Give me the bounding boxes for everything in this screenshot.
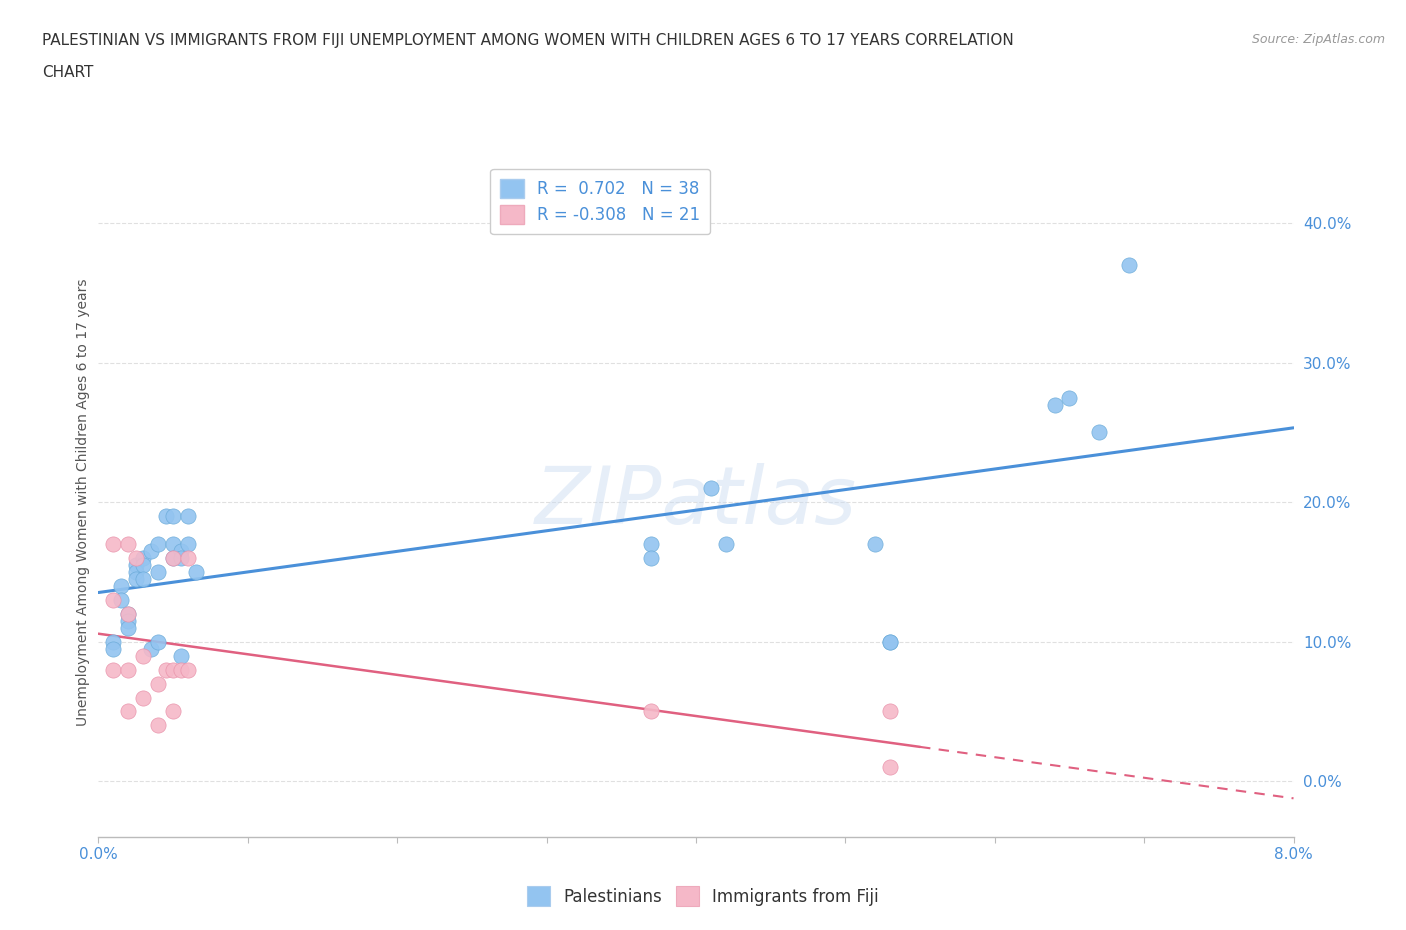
Point: [640, 551, 662, 565]
Point: [162, 509, 184, 524]
Point: [117, 620, 139, 635]
Point: [879, 634, 901, 649]
Point: [103, 592, 125, 607]
Point: [125, 565, 148, 579]
Point: [148, 634, 170, 649]
Point: [110, 592, 132, 607]
Text: PALESTINIAN VS IMMIGRANTS FROM FIJI UNEMPLOYMENT AMONG WOMEN WITH CHILDREN AGES : PALESTINIAN VS IMMIGRANTS FROM FIJI UNEM…: [42, 33, 1014, 47]
Point: [110, 578, 132, 593]
Point: [117, 537, 139, 551]
Point: [177, 551, 200, 565]
Point: [1059, 391, 1081, 405]
Point: [879, 634, 901, 649]
Point: [148, 565, 170, 579]
Point: [148, 537, 170, 551]
Point: [125, 558, 148, 573]
Text: CHART: CHART: [42, 65, 94, 80]
Point: [148, 718, 170, 733]
Point: [148, 676, 170, 691]
Point: [863, 537, 886, 551]
Point: [177, 662, 200, 677]
Point: [132, 648, 155, 663]
Point: [700, 481, 723, 496]
Point: [139, 543, 162, 558]
Point: [879, 704, 901, 719]
Point: [184, 565, 207, 579]
Y-axis label: Unemployment Among Women with Children Ages 6 to 17 years: Unemployment Among Women with Children A…: [76, 278, 90, 726]
Point: [169, 551, 191, 565]
Text: Source: ZipAtlas.com: Source: ZipAtlas.com: [1251, 33, 1385, 46]
Point: [125, 551, 148, 565]
Point: [714, 537, 737, 551]
Point: [640, 537, 662, 551]
Point: [132, 551, 155, 565]
Point: [162, 537, 184, 551]
Point: [1118, 258, 1140, 272]
Legend: R =  0.702   N = 38, R = -0.308   N = 21: R = 0.702 N = 38, R = -0.308 N = 21: [491, 169, 710, 234]
Point: [132, 571, 155, 587]
Point: [162, 704, 184, 719]
Point: [103, 662, 125, 677]
Point: [169, 662, 191, 677]
Point: [117, 606, 139, 621]
Point: [177, 537, 200, 551]
Point: [132, 558, 155, 573]
Point: [132, 690, 155, 705]
Point: [125, 571, 148, 587]
Point: [169, 648, 191, 663]
Point: [103, 642, 125, 657]
Point: [103, 537, 125, 551]
Point: [1088, 425, 1111, 440]
Point: [879, 760, 901, 775]
Point: [117, 662, 139, 677]
Point: [1043, 397, 1066, 412]
Text: ZIPatlas: ZIPatlas: [534, 463, 858, 541]
Point: [162, 551, 184, 565]
Point: [177, 509, 200, 524]
Point: [640, 704, 662, 719]
Point: [117, 614, 139, 629]
Legend: Palestinians, Immigrants from Fiji: Palestinians, Immigrants from Fiji: [520, 880, 886, 912]
Point: [162, 662, 184, 677]
Point: [155, 509, 177, 524]
Point: [117, 606, 139, 621]
Point: [162, 551, 184, 565]
Point: [103, 634, 125, 649]
Point: [139, 642, 162, 657]
Point: [155, 662, 177, 677]
Point: [117, 704, 139, 719]
Point: [169, 543, 191, 558]
